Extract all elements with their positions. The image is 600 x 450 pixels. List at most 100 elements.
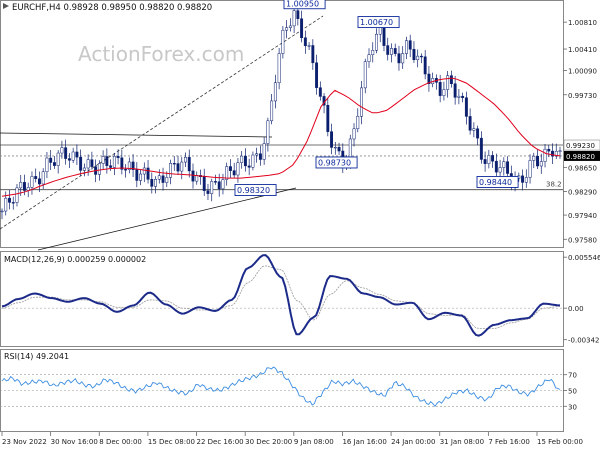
price-annotation-box (357, 16, 400, 29)
candle-body (273, 82, 277, 102)
candle-body (71, 151, 75, 161)
candle-body (412, 48, 416, 60)
candle-body (296, 10, 300, 19)
candle-body (464, 97, 468, 117)
candle-body (502, 161, 506, 168)
candle-body (127, 161, 131, 170)
x-tick-label: 16 Jan 16:00 (342, 438, 386, 446)
candle-body (390, 48, 393, 55)
price-annotation-box (234, 184, 277, 196)
macd-tick-label: -0.003423 (568, 337, 600, 345)
macd-signal-line (1, 265, 561, 329)
candle-body (206, 190, 210, 194)
x-tick-label: 15 Dec 08:00 (148, 438, 195, 446)
candle-body (221, 179, 225, 190)
candle-body (438, 82, 442, 96)
price-tick-label: 1.00090 (568, 68, 597, 76)
candle-body (318, 87, 322, 97)
candle-body (506, 161, 510, 174)
candle-body (49, 157, 53, 163)
candle-body (0, 210, 4, 213)
price-tick-label: 0.98650 (568, 164, 597, 172)
candle-body (169, 163, 172, 178)
candle-body (285, 27, 289, 31)
x-tick-label: 8 Dec 00:00 (99, 438, 142, 446)
candle-body (52, 162, 56, 166)
candle-body (41, 171, 45, 185)
candle-body (442, 89, 446, 96)
price-tick-label: 0.97940 (568, 212, 597, 220)
candle-body (551, 150, 554, 157)
level-price-box (563, 139, 600, 151)
lower-trendline (37, 187, 297, 251)
candle-body (547, 148, 551, 152)
candle-body (255, 153, 259, 156)
candle-body (498, 167, 502, 173)
candle-body (288, 25, 292, 28)
candle-body (45, 157, 49, 172)
candle-body (521, 175, 525, 183)
candle-body (243, 155, 247, 167)
candle-body (67, 158, 71, 161)
candle-body (210, 181, 214, 194)
candle-body (453, 83, 457, 98)
candle-body (266, 120, 270, 144)
candle-body (539, 161, 543, 167)
current-price-box (564, 150, 600, 161)
candle-body (30, 176, 34, 188)
rsi-title: RSI(14) 49.2041 (4, 352, 69, 361)
rsi-tick-label: 30 (568, 403, 577, 411)
price-annotation-box (476, 176, 519, 188)
candle-body (446, 75, 450, 90)
candle-body (214, 181, 217, 183)
candle-body (405, 40, 408, 54)
current-price-label: 0.98820 (566, 153, 595, 161)
candle-body (176, 163, 180, 172)
candle-body (23, 182, 26, 191)
candle-body (397, 53, 401, 64)
candle-body (326, 104, 330, 132)
rsi-line (1, 366, 561, 408)
candle-body (79, 156, 83, 171)
rsi-tick-label: 50 (568, 388, 577, 396)
candle-body (371, 50, 375, 56)
candle-body (300, 18, 304, 38)
candle-body (37, 178, 41, 185)
candle-body (8, 197, 11, 203)
moving-average-line (1, 77, 561, 197)
candle-body (363, 61, 367, 89)
candle-body (307, 45, 311, 47)
candle-body (120, 157, 124, 170)
candle-body (524, 177, 528, 183)
x-tick-label: 15 Feb 00:00 (537, 438, 583, 446)
x-tick-label: 24 Jan 00:00 (391, 438, 435, 446)
price-annotation-label: 0.98320 (237, 186, 270, 195)
candle-body (86, 159, 90, 169)
candle-body (330, 131, 334, 148)
x-tick-label: 30 Dec 20:00 (245, 438, 292, 446)
candle-body (375, 33, 378, 51)
chart-header: EURCHF,H4 0.98928 0.98950 0.98820 0.9882… (12, 3, 212, 13)
candle-body (543, 148, 547, 162)
candle-body (19, 182, 23, 189)
candle-body (258, 153, 262, 160)
price-annotation-box (283, 0, 326, 10)
candle-body (131, 161, 135, 170)
candle-body (554, 150, 558, 157)
candle-body (228, 166, 232, 171)
candle-body (184, 157, 187, 163)
fib-label: 38.2 (546, 181, 562, 189)
candle-body (60, 147, 64, 154)
candle-body (97, 163, 101, 175)
x-tick-label: 30 Nov 16:00 (51, 438, 98, 446)
candle-body (11, 202, 15, 204)
price-tick-label: 1.00410 (568, 46, 597, 54)
candle-body (15, 187, 19, 203)
candle-body (393, 48, 397, 54)
candle-body (4, 197, 8, 212)
candle-body (491, 155, 495, 162)
candle-body (558, 150, 562, 152)
candle-body (360, 87, 363, 117)
candle-body (232, 170, 236, 176)
